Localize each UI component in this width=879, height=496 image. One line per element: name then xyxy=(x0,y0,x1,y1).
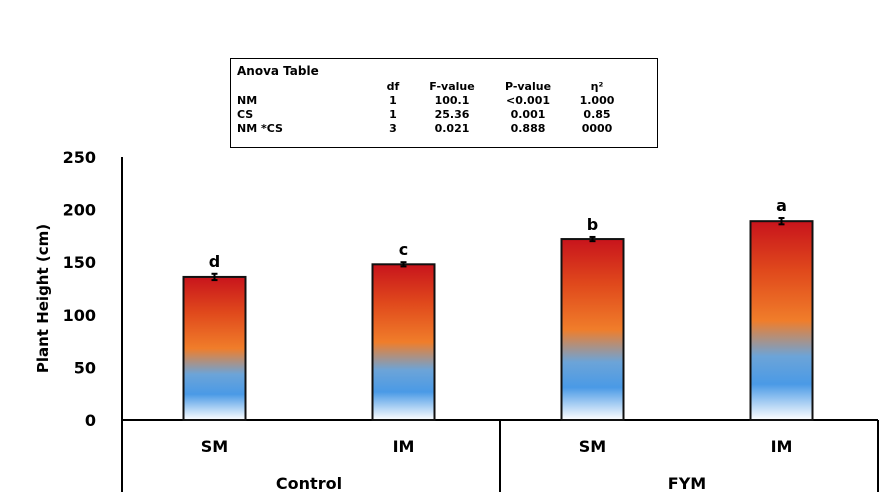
anova-cell: 3 xyxy=(389,122,397,135)
anova-cell: 100.1 xyxy=(434,94,470,107)
bar xyxy=(560,238,625,421)
anova-header-cell: P-value xyxy=(504,80,552,93)
group-label: Control xyxy=(276,474,342,492)
anova-header-cell xyxy=(237,80,371,94)
y-tick-label: 0 xyxy=(85,411,96,430)
y-tick-label: 150 xyxy=(63,253,96,272)
anova-table: Anova Table df F-value P-value η² NM 1 100.1 <0… xyxy=(230,58,658,148)
bar xyxy=(749,220,814,421)
anova-header-cell: df xyxy=(386,80,400,93)
bar xyxy=(371,263,436,421)
anova-header-row: df F-value P-value η² xyxy=(237,80,627,94)
y-tick-label: 250 xyxy=(63,148,96,167)
anova-row: NM *CS 3 0.021 0.888 0000 xyxy=(237,122,627,136)
anova-table-grid: df F-value P-value η² NM 1 100.1 <0.001 1.000 CS 1… xyxy=(237,80,627,136)
y-axis-label: Plant Height (cm) xyxy=(34,224,52,373)
anova-cell: <0.001 xyxy=(505,94,550,107)
anova-cell: 0.888 xyxy=(510,122,546,135)
x-tick-label: IM xyxy=(771,437,793,456)
anova-cell: 0.85 xyxy=(583,108,611,121)
x-tick-label: IM xyxy=(393,437,415,456)
anova-header-cell: F-value xyxy=(429,80,475,93)
anova-header-cell: η² xyxy=(590,80,604,93)
anova-cell: NM xyxy=(237,94,258,107)
bar xyxy=(182,275,247,422)
anova-cell: NM *CS xyxy=(237,122,283,135)
anova-cell: 25.36 xyxy=(434,108,470,121)
significance-letter: a xyxy=(776,196,787,215)
x-tick-label: SM xyxy=(579,437,606,456)
significance-letter: b xyxy=(587,215,598,234)
y-tick-label: 50 xyxy=(74,358,96,377)
anova-row: CS 1 25.36 0.001 0.85 xyxy=(237,108,627,122)
group-label: FYM xyxy=(668,474,706,492)
anova-cell: 0000 xyxy=(581,122,613,135)
anova-cell: 0.001 xyxy=(510,108,546,121)
anova-cell: 1 xyxy=(389,94,397,107)
anova-row: NM 1 100.1 <0.001 1.000 xyxy=(237,94,627,108)
anova-cell: 1.000 xyxy=(579,94,615,107)
significance-letter: d xyxy=(209,252,220,271)
y-tick-label: 200 xyxy=(63,201,96,220)
x-tick-label: SM xyxy=(201,437,228,456)
anova-cell: 1 xyxy=(389,108,397,121)
anova-table-title: Anova Table xyxy=(237,64,319,78)
anova-cell: CS xyxy=(237,108,254,121)
significance-letter: c xyxy=(399,240,408,259)
anova-cell: 0.021 xyxy=(434,122,470,135)
y-tick-label: 100 xyxy=(63,306,96,325)
